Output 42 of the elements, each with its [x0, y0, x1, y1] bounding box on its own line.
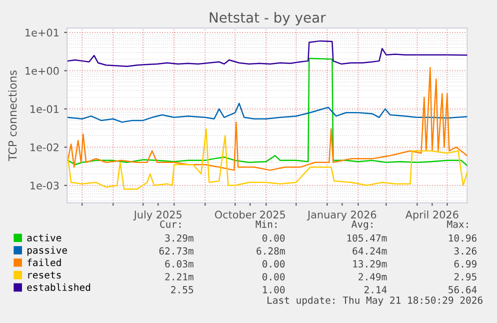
text: 105.47m: [347, 234, 387, 242]
text: Max:: [447, 220, 468, 228]
y-tick-label: 1e+00: [26, 66, 59, 75]
text: 13.29m: [353, 260, 387, 268]
text: 3.26: [454, 247, 476, 255]
y-axis-title: TCP connections: [8, 70, 17, 162]
x-tick-label: July 2025: [133, 210, 182, 221]
legend-label: resets: [28, 272, 61, 279]
text: 62.73m: [159, 247, 194, 255]
y-tick-label: 1e-03: [30, 182, 59, 190]
text: 3.29m: [165, 234, 194, 242]
y-tick-label: 1e+01: [26, 28, 58, 37]
text: 2.21m: [165, 273, 194, 280]
text: Cur:: [160, 220, 181, 228]
text: 6.28m: [256, 247, 285, 255]
text: 56.64: [448, 286, 477, 294]
chart-title: Netstat - by year: [210, 12, 326, 26]
text: Min:: [256, 220, 276, 228]
x-tick-label: October 2025: [214, 210, 285, 219]
legend-label: active: [27, 234, 62, 242]
text: 2.49m: [358, 273, 387, 280]
legend-label: established: [27, 283, 90, 291]
text: Avg:: [352, 220, 372, 230]
legend-label: failed: [28, 258, 61, 266]
x-tick-label: January 2026: [306, 210, 376, 221]
text: 1.00: [263, 286, 285, 294]
text: Last update: Thu May 21 18:50:29 2026: [268, 296, 482, 306]
text: 6.99: [454, 260, 476, 268]
text: 2.55: [171, 286, 194, 294]
text: 6.03m: [165, 260, 194, 268]
x-tick-label: April 2026: [405, 210, 458, 221]
text: 10.96: [449, 234, 476, 242]
y-tick-label: 1e-01: [30, 105, 58, 114]
text: 2.95: [454, 273, 476, 280]
text: 2.14: [364, 286, 387, 294]
text: 0.00: [262, 234, 285, 242]
line-series: [67, 102, 468, 123]
text: 0.00: [262, 273, 285, 280]
y-tick-label: 1e-02: [30, 143, 58, 152]
legend-label: passive: [27, 246, 67, 256]
text: 64.24m: [352, 247, 387, 255]
text: 0.00: [262, 260, 285, 268]
